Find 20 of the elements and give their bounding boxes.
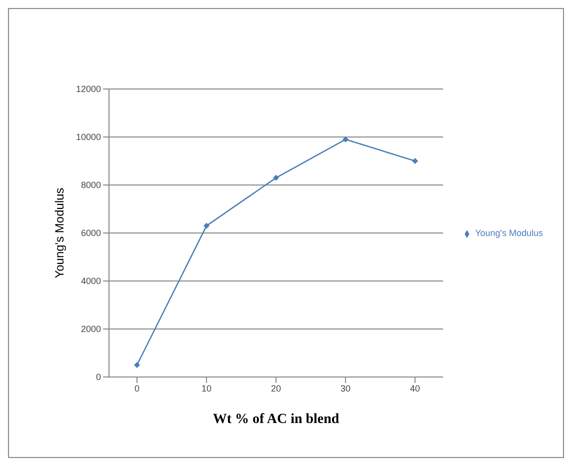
- x-tick-label: 40: [410, 383, 420, 394]
- point: [273, 174, 280, 181]
- x-tick-label: 0: [134, 383, 140, 394]
- x-axis-title: Wt % of AC in blend: [212, 412, 340, 427]
- y-tick-label: 6000: [80, 228, 101, 238]
- x-tick-label: 20: [271, 383, 282, 394]
- point: [412, 158, 418, 164]
- point: [342, 136, 349, 142]
- y-tick-label: 8000: [80, 180, 101, 190]
- y-axis-title: Young's Modulus: [52, 188, 66, 278]
- y-tick-label: 2000: [80, 324, 101, 334]
- y-tick-label: 12000: [76, 84, 101, 94]
- point: [134, 362, 140, 368]
- y-tick-label: 4000: [80, 276, 101, 286]
- legend-label: Young's Modulus: [475, 228, 543, 238]
- x-tick-label: 30: [340, 383, 351, 394]
- y-tick-label: 10000: [76, 132, 101, 142]
- point: [204, 222, 210, 229]
- y-tick-label: 0: [96, 372, 101, 382]
- x-tick-label: 10: [202, 383, 212, 394]
